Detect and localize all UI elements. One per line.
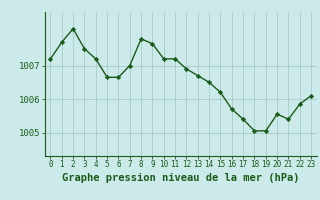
X-axis label: Graphe pression niveau de la mer (hPa): Graphe pression niveau de la mer (hPa) [62,173,300,183]
